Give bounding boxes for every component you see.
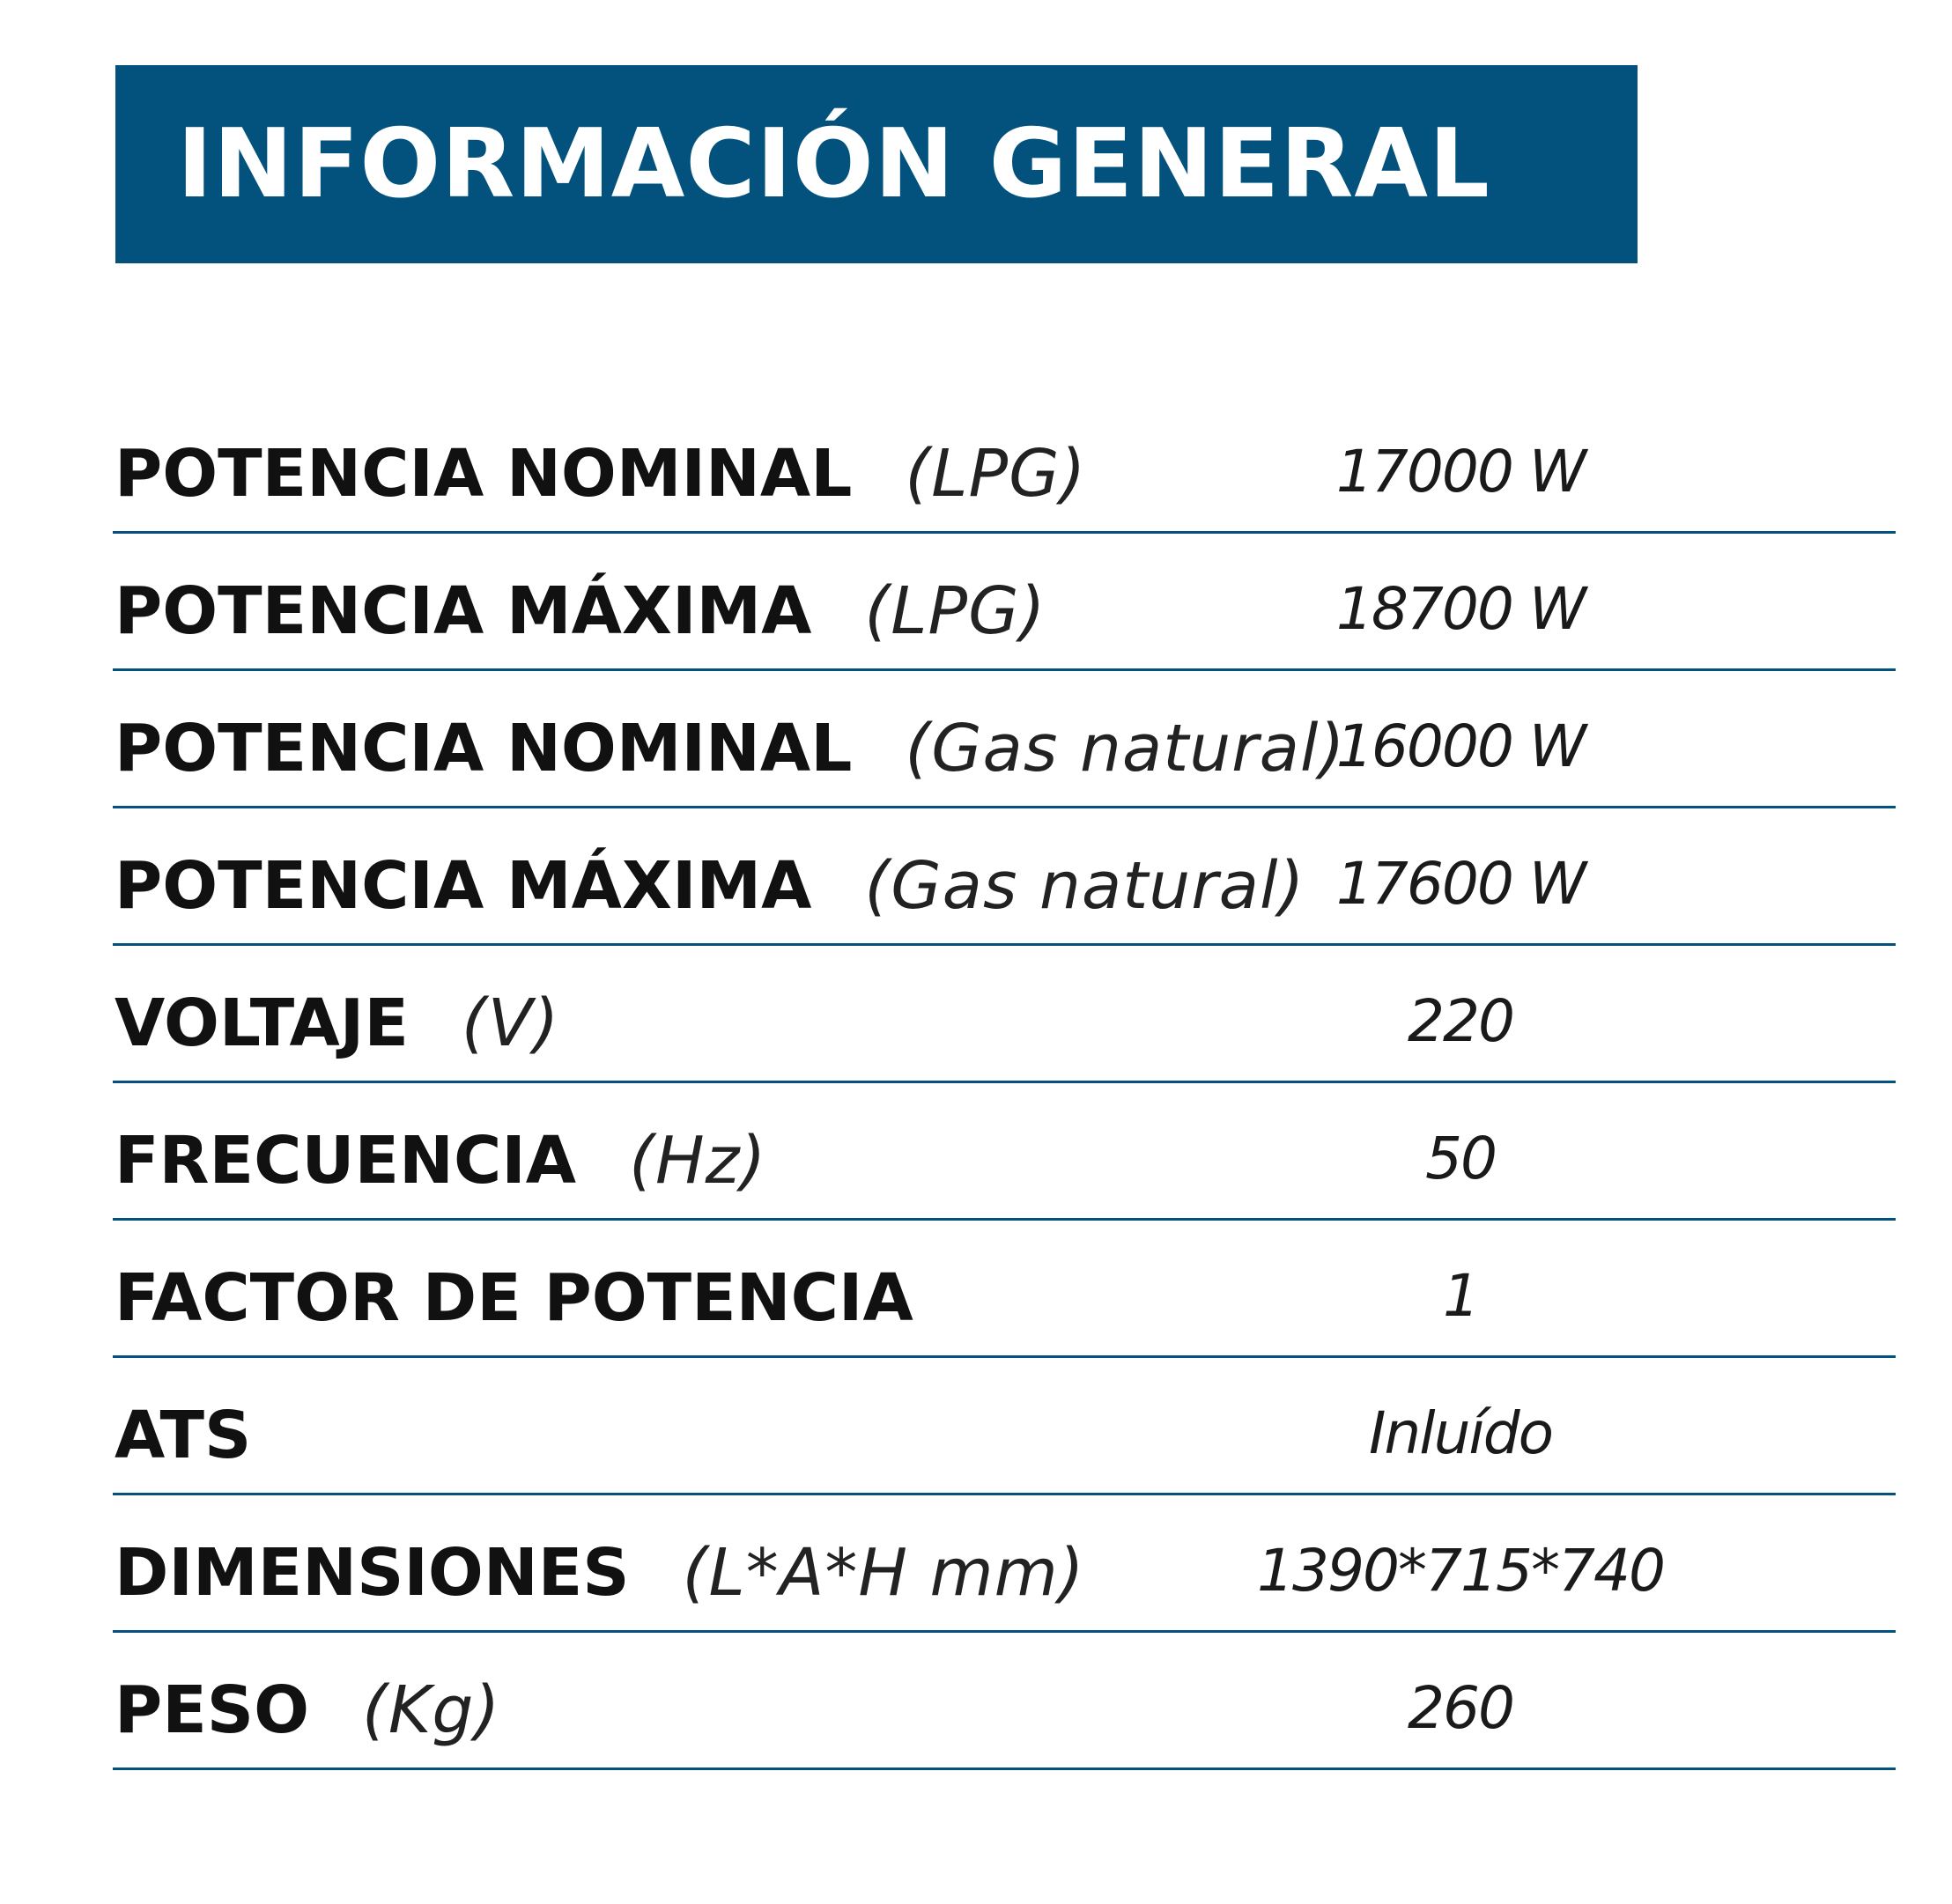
spec-value: 1390*715*740 [1257,1537,1666,1605]
spec-row: FRECUENCIA (Hz) 50 [113,1083,1896,1221]
spec-label: DIMENSIONES (L*A*H mm) [115,1540,1085,1605]
spec-name: POTENCIA NOMINAL [115,711,853,786]
spec-unit: (Gas natural) [905,711,1346,786]
spec-unit: (LPG) [864,573,1046,649]
spec-label: ATS [115,1403,251,1468]
spec-label: FRECUENCIA (Hz) [115,1128,766,1193]
page-title: INFORMACIÓN GENERAL [177,108,1490,219]
spec-unit: (Kg) [362,1672,501,1748]
spec-row: VOLTAJE (V) 220 [113,946,1896,1083]
spec-value: 50 [1425,1125,1497,1192]
spec-row: FACTOR DE POTENCIA 1 [113,1221,1896,1358]
spec-value: 18700 W [1335,575,1586,643]
spec-row: POTENCIA MÁXIMA (Gas natural) 17600 W [113,808,1896,946]
spec-value: 1 [1443,1262,1480,1330]
spec-name: FRECUENCIA [115,1123,577,1199]
spec-name: FACTOR DE POTENCIA [115,1260,913,1336]
spec-unit: (L*A*H mm) [682,1535,1085,1611]
spec-name: POTENCIA NOMINAL [115,436,853,512]
spec-value: 220 [1408,987,1515,1055]
spec-unit: (LPG) [905,436,1087,512]
spec-unit: (Gas natural) [864,848,1305,924]
spec-name: POTENCIA MÁXIMA [115,848,812,924]
spec-unit: (Hz) [629,1123,767,1199]
spec-row: ATS Inluído [113,1358,1896,1495]
spec-row: POTENCIA NOMINAL (LPG) 17000 W [113,396,1896,534]
spec-name: POTENCIA MÁXIMA [115,573,812,649]
spec-row: POTENCIA MÁXIMA (LPG) 18700 W [113,534,1896,671]
spec-name: ATS [115,1398,252,1473]
spec-table: POTENCIA NOMINAL (LPG) 17000 W POTENCIA M… [113,396,1896,1770]
spec-name: PESO [115,1672,309,1748]
spec-value: Inluído [1368,1399,1554,1467]
spec-value: 260 [1408,1674,1515,1742]
spec-label: VOLTAJE (V) [115,991,559,1056]
spec-row: POTENCIA NOMINAL (Gas natural) 16000 W [113,671,1896,808]
spec-label: POTENCIA MÁXIMA (Gas natural) [115,853,1305,919]
spec-label: PESO (Kg) [115,1678,500,1743]
spec-label: FACTOR DE POTENCIA [115,1266,913,1331]
spec-name: DIMENSIONES [115,1535,630,1611]
spec-row: DIMENSIONES (L*A*H mm) 1390*715*740 [113,1495,1896,1633]
spec-unit: (V) [461,985,560,1061]
spec-name: VOLTAJE [115,985,409,1061]
spec-value: 17600 W [1335,850,1586,918]
spec-value: 16000 W [1335,712,1586,780]
spec-value: 17000 W [1335,438,1586,506]
spec-label: POTENCIA NOMINAL (LPG) [115,441,1086,506]
spec-label: POTENCIA NOMINAL (Gas natural) [115,716,1345,781]
spec-label: POTENCIA MÁXIMA (LPG) [115,579,1046,644]
header-banner: INFORMACIÓN GENERAL [115,65,1638,263]
spec-row: PESO (Kg) 260 [113,1633,1896,1770]
